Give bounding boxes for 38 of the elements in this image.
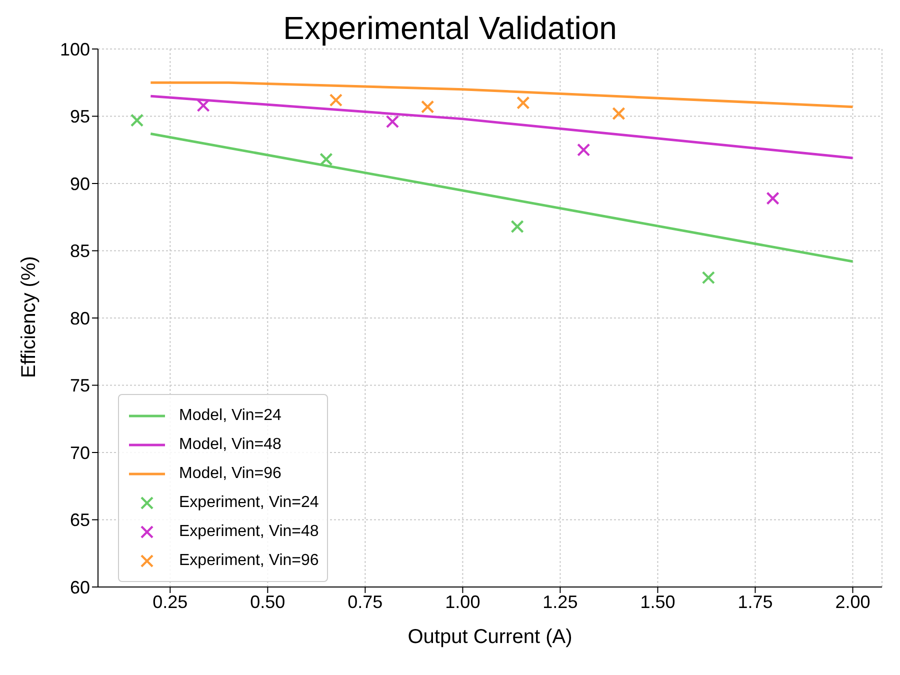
chart-title: Experimental Validation: [283, 10, 617, 46]
y-tick-label: 95: [70, 106, 90, 127]
point: [386, 115, 400, 128]
y-tick-label: 85: [70, 241, 90, 262]
x-tick-label: 1.50: [640, 592, 676, 612]
point: [516, 96, 530, 110]
legend-label: Model, Vin=96: [179, 464, 282, 482]
point: [702, 271, 716, 284]
legend-label: Experiment, Vin=24: [179, 494, 319, 512]
y-tick-label: 90: [70, 174, 90, 194]
legend-label: Model, Vin=48: [179, 436, 282, 454]
x-tick-label: 1.25: [542, 592, 578, 612]
x-tick-label: 1.75: [738, 592, 773, 612]
y-tick-label: 70: [70, 442, 90, 463]
x-tick-label: 1.00: [445, 592, 480, 612]
point: [612, 106, 626, 120]
x-tick-label: 2.00: [835, 592, 870, 612]
point: [766, 192, 780, 205]
legend-label: Experiment, Vin=96: [179, 552, 319, 570]
point: [320, 152, 333, 166]
legend-label: Model, Vin=24: [179, 406, 282, 424]
y-tick-label: 65: [70, 510, 90, 530]
x-axis-title: Output Current (A): [408, 626, 572, 648]
point: [577, 143, 590, 156]
point: [510, 220, 524, 234]
point: [329, 94, 343, 107]
legend-label: Experiment, Vin=48: [179, 522, 319, 540]
y-tick-label: 80: [70, 308, 90, 328]
point: [420, 100, 434, 114]
x-tick-label: 0.50: [250, 592, 286, 612]
point: [130, 114, 144, 127]
y-axis-title: Efficiency (%): [18, 256, 40, 378]
x-tick-label: 0.25: [152, 592, 188, 612]
y-tick-label: 100: [60, 39, 90, 60]
y-tick-label: 75: [70, 376, 90, 396]
point: [196, 98, 210, 112]
x-tick-label: 0.75: [348, 592, 383, 612]
y-tick-label: 60: [70, 577, 90, 598]
